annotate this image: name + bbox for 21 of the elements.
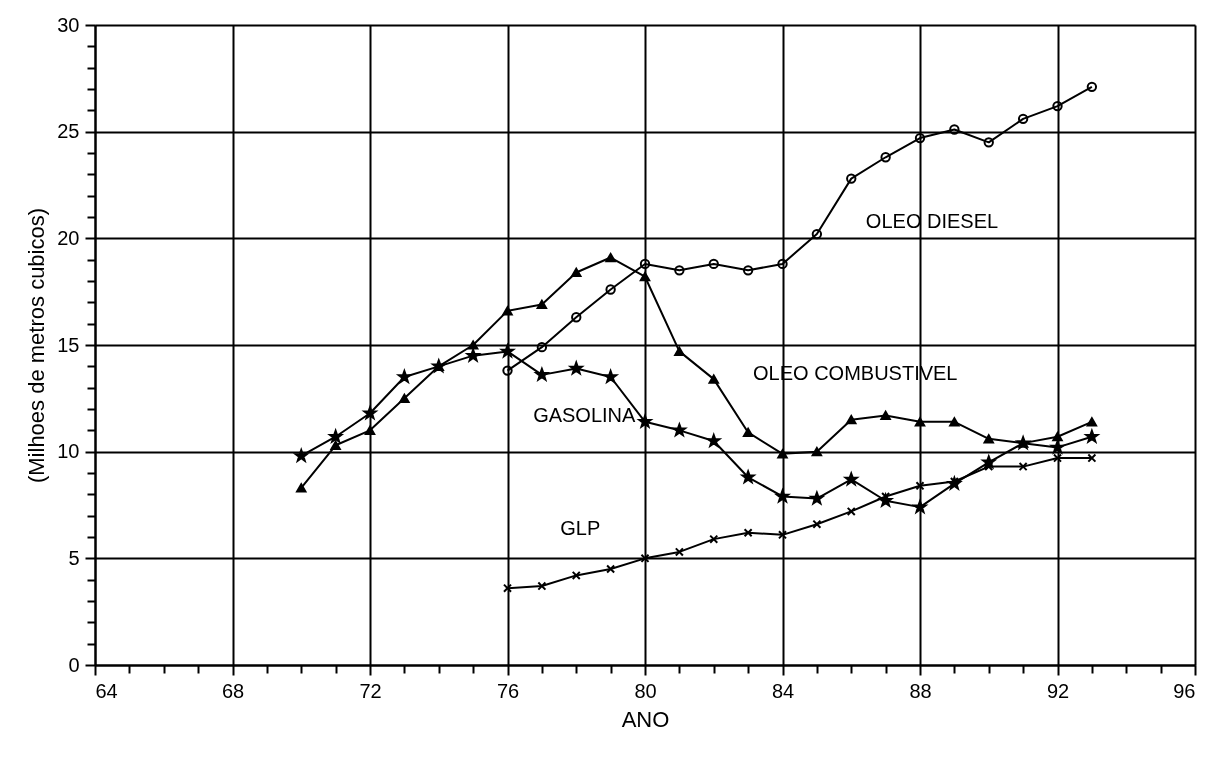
y-tick-label: 25 bbox=[57, 120, 80, 143]
x-tick-label: 96 bbox=[1173, 679, 1196, 702]
x-tick-label: 92 bbox=[1046, 679, 1070, 702]
y-tick-label: 10 bbox=[57, 440, 80, 463]
x-tick-label: 80 bbox=[634, 679, 657, 702]
x-tick-label: 84 bbox=[771, 679, 795, 702]
x-tick-label: 64 bbox=[95, 679, 118, 702]
y-tick-label: 0 bbox=[68, 653, 80, 676]
y-tick-label: 20 bbox=[57, 226, 80, 249]
series-label: OLEO DIESEL bbox=[865, 210, 999, 233]
x-tick-label: 88 bbox=[909, 679, 932, 702]
series-label: GLP bbox=[560, 517, 601, 540]
y-tick-label: 30 bbox=[57, 13, 80, 36]
y-tick-label: 15 bbox=[57, 333, 80, 356]
x-tick-label: 68 bbox=[221, 679, 245, 702]
x-tick-label: 72 bbox=[359, 679, 382, 702]
x-axis-title: ANO bbox=[621, 706, 670, 732]
y-axis-title: (Milhoes de metros cubicos) bbox=[24, 207, 50, 484]
y-tick-label: 5 bbox=[68, 546, 80, 569]
series-label: GASOLINA bbox=[533, 404, 637, 427]
x-tick-label: 76 bbox=[496, 679, 520, 702]
